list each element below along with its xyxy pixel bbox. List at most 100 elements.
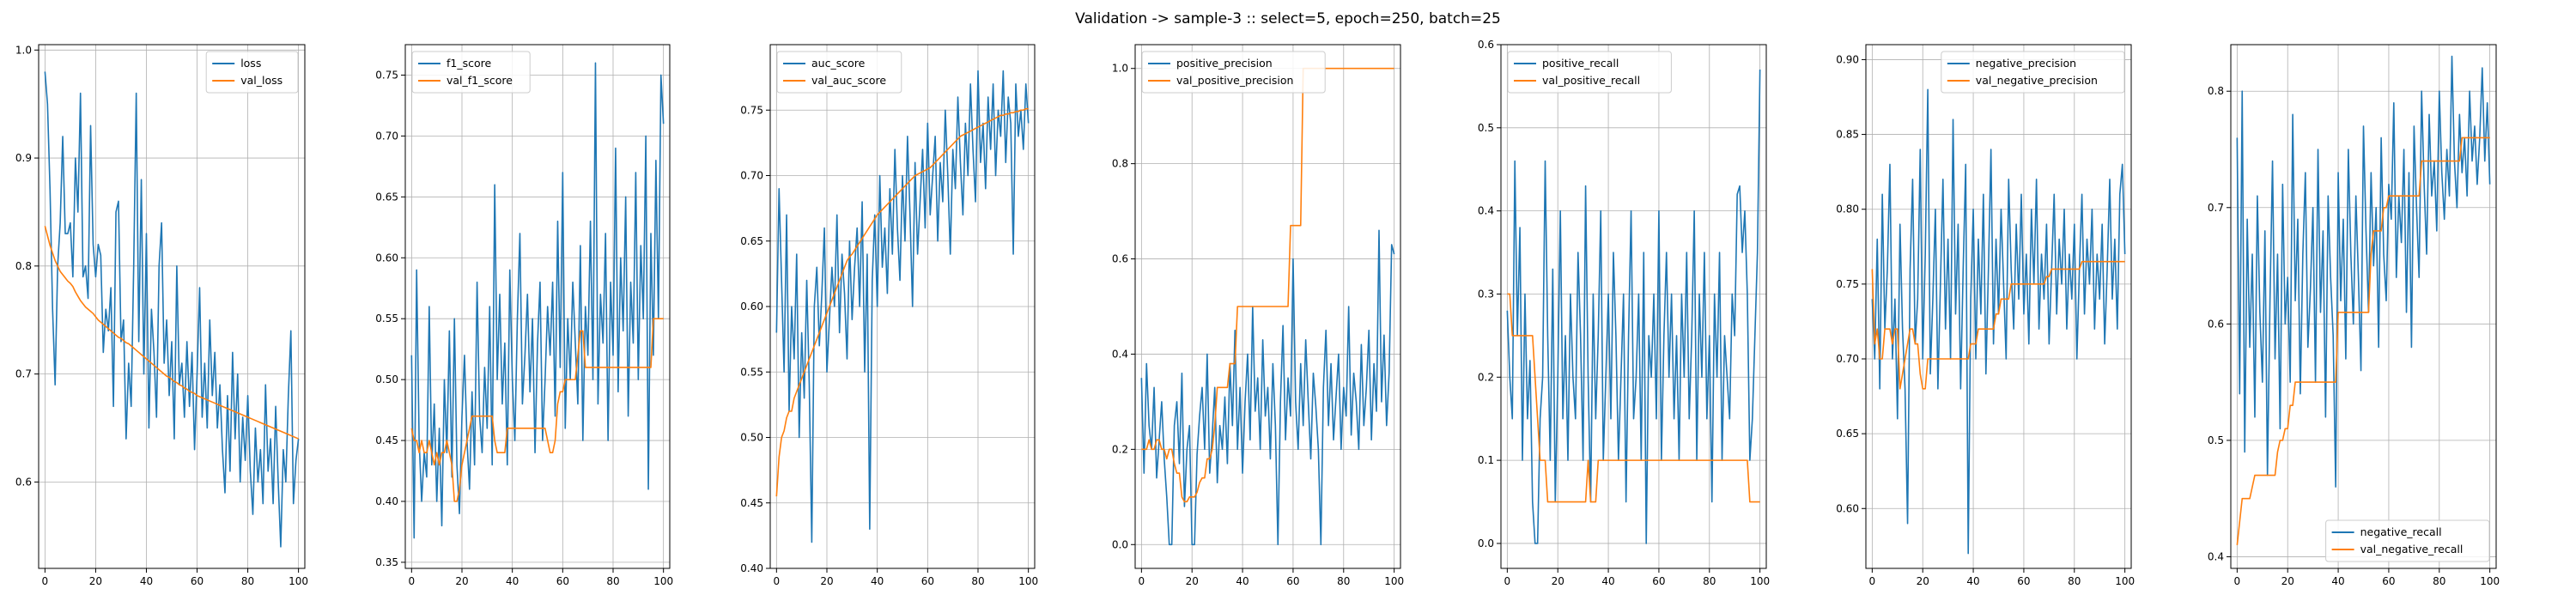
y-tick-label: 0.35 bbox=[375, 556, 398, 568]
y-tick-label: 0.65 bbox=[740, 235, 763, 247]
x-tick-label: 20 bbox=[2281, 575, 2294, 587]
subplot-4: 0 20 40 60 80 100 0.0 0.2 0.4 0.6 0.8 1.0 positive_p… bbox=[1112, 44, 1404, 587]
x-tick-label: 80 bbox=[1703, 575, 1716, 587]
x-tick-label: 80 bbox=[241, 575, 254, 587]
axes-frame bbox=[1134, 44, 1401, 569]
x-tick-label: 60 bbox=[556, 575, 569, 587]
y-tick-label: 0.6 bbox=[1112, 253, 1128, 265]
x-tick-label: 100 bbox=[1018, 575, 1038, 587]
subplot-2: 0 20 40 60 80 100 0.35 0.40 0.45 0.50 0.55 0.60 0.65… bbox=[375, 44, 673, 587]
y-tick-label: 0.55 bbox=[375, 313, 398, 325]
y-tick-label: 0.8 bbox=[15, 260, 32, 272]
legend-label: positive_precision bbox=[1176, 57, 1273, 70]
legend-label: auc_score bbox=[811, 57, 866, 70]
legend: negative_recall val_negative_recall bbox=[2325, 519, 2490, 562]
legend: f1_score val_f1_score bbox=[411, 51, 531, 94]
x-tick-label: 20 bbox=[1186, 575, 1199, 587]
y-tick-label: 0.80 bbox=[1836, 203, 1859, 216]
x-tick-label: 40 bbox=[140, 575, 153, 587]
x-tick-label: 20 bbox=[1917, 575, 1929, 587]
y-tick-label: 0.40 bbox=[740, 562, 763, 574]
y-tick-label: 0.8 bbox=[1112, 158, 1128, 170]
x-tick-label: 80 bbox=[2433, 575, 2445, 587]
y-tick-label: 0.5 bbox=[1478, 122, 1494, 134]
x-tick-label: 100 bbox=[289, 575, 308, 587]
x-tick-label: 0 bbox=[42, 575, 49, 587]
x-tick-label: 80 bbox=[606, 575, 619, 587]
y-tick-label: 0.65 bbox=[375, 191, 398, 203]
x-tick-label: 40 bbox=[1236, 575, 1249, 587]
y-tick-label: 0.75 bbox=[1836, 278, 1859, 290]
legend-label: val_negative_precision bbox=[1976, 74, 2098, 87]
figure-title: Validation -> sample-3 :: select=5, epoc… bbox=[1075, 10, 1501, 27]
y-tick-label: 0.50 bbox=[740, 432, 763, 444]
legend-box bbox=[776, 51, 902, 94]
y-tick-label: 0.85 bbox=[1836, 129, 1859, 141]
x-tick-label: 80 bbox=[971, 575, 984, 587]
series-line-positive_precision bbox=[1140, 229, 1395, 546]
legend: negative_precision val_negative_precision bbox=[1941, 51, 2125, 94]
legend-label: val_auc_score bbox=[811, 74, 886, 87]
x-tick-label: 20 bbox=[89, 575, 102, 587]
series-line-val_loss bbox=[44, 226, 299, 440]
legend: auc_score val_auc_score bbox=[776, 51, 902, 94]
x-tick-label: 100 bbox=[2115, 575, 2135, 587]
legend: positive_precision val_positive_precision bbox=[1141, 51, 1326, 94]
y-tick-label: 0.75 bbox=[740, 104, 763, 116]
x-tick-label: 100 bbox=[653, 575, 673, 587]
x-tick-label: 20 bbox=[455, 575, 468, 587]
y-tick-label: 0.0 bbox=[1112, 538, 1128, 550]
legend-label: val_f1_score bbox=[447, 74, 513, 87]
x-tick-label: 0 bbox=[774, 575, 781, 587]
y-tick-label: 0.5 bbox=[2208, 434, 2224, 446]
y-tick-label: 0.6 bbox=[2208, 318, 2224, 330]
axes-frame bbox=[38, 44, 306, 569]
x-tick-label: 100 bbox=[1750, 575, 1770, 587]
x-tick-label: 40 bbox=[506, 575, 519, 587]
x-tick-label: 100 bbox=[2480, 575, 2500, 587]
y-tick-label: 0.60 bbox=[740, 300, 763, 313]
series-line-loss bbox=[44, 71, 300, 548]
y-tick-label: 0.9 bbox=[15, 152, 32, 164]
y-tick-label: 0.45 bbox=[375, 434, 398, 446]
y-tick-label: 0.50 bbox=[375, 373, 398, 385]
y-tick-label: 1.0 bbox=[15, 44, 32, 56]
subplot-1: 0 20 40 60 80 100 0.6 0.7 0.8 0.9 1.0 loss val_loss bbox=[15, 44, 308, 587]
legend-label: loss bbox=[240, 57, 261, 70]
y-tick-label: 0.7 bbox=[15, 368, 32, 380]
x-tick-label: 80 bbox=[1337, 575, 1350, 587]
y-tick-label: 0.70 bbox=[740, 170, 763, 182]
legend-box bbox=[2325, 519, 2490, 562]
y-tick-label: 1.0 bbox=[1112, 63, 1128, 75]
y-tick-label: 0.2 bbox=[1478, 371, 1494, 383]
y-tick-label: 0.3 bbox=[1478, 288, 1494, 300]
x-tick-label: 60 bbox=[191, 575, 204, 587]
x-tick-label: 0 bbox=[1139, 575, 1145, 587]
axes-frame bbox=[2230, 44, 2497, 569]
series-line-val_f1_score bbox=[410, 318, 664, 502]
x-tick-label: 0 bbox=[2234, 575, 2241, 587]
legend: positive_recall val_positive_recall bbox=[1507, 51, 1672, 94]
y-tick-label: 0.2 bbox=[1112, 443, 1128, 455]
y-tick-label: 0.65 bbox=[1836, 428, 1859, 440]
series-line-positive_recall bbox=[1506, 70, 1761, 544]
series-line-val_positive_recall bbox=[1507, 293, 1760, 503]
y-tick-label: 0.75 bbox=[375, 69, 398, 81]
x-tick-label: 60 bbox=[1286, 575, 1299, 587]
y-tick-label: 0.4 bbox=[1478, 205, 1494, 217]
series-line-val_positive_precision bbox=[1141, 67, 1394, 503]
legend-label: negative_precision bbox=[1976, 57, 2076, 70]
legend-label: positive_recall bbox=[1542, 57, 1619, 70]
axes-frame bbox=[404, 44, 671, 569]
legend-label: val_positive_precision bbox=[1176, 74, 1293, 87]
x-tick-label: 40 bbox=[1966, 575, 1979, 587]
y-tick-label: 0.55 bbox=[740, 366, 763, 378]
legend-box bbox=[1941, 51, 2125, 94]
axes-frame bbox=[1500, 44, 1767, 569]
x-tick-label: 60 bbox=[1652, 575, 1665, 587]
y-tick-label: 0.60 bbox=[1836, 502, 1859, 514]
legend-label: negative_recall bbox=[2360, 525, 2442, 538]
subplot-7: 0 20 40 60 80 100 0.4 0.5 0.6 0.7 0.8 negative_reca… bbox=[2208, 44, 2500, 587]
y-tick-label: 0.70 bbox=[1836, 353, 1859, 365]
